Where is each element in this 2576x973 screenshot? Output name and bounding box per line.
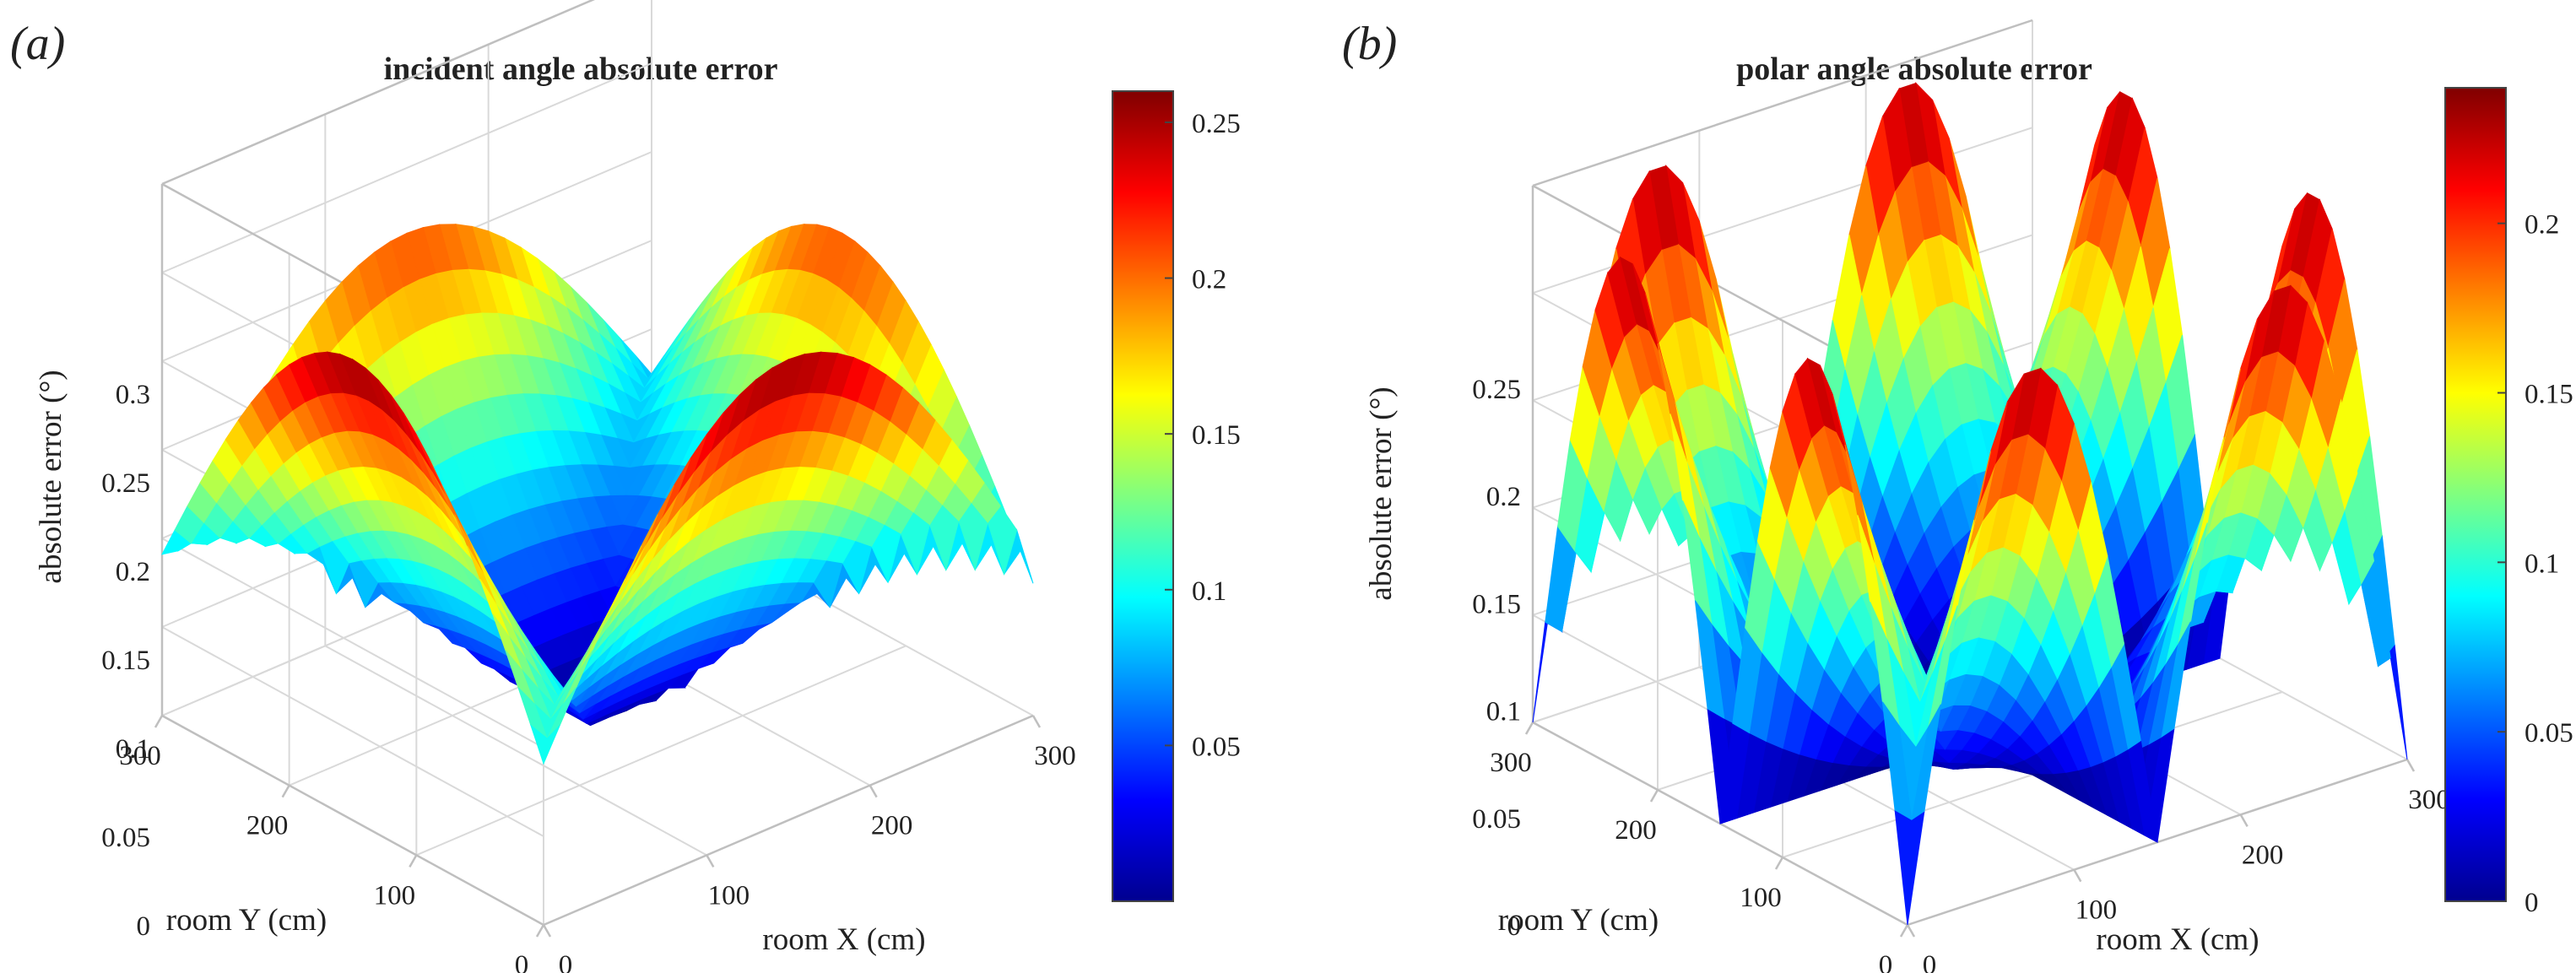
y-tick-mark [281,785,290,798]
panel-a-colorbar: 0.05 0.1 0.15 0.2 0.25 [1112,90,1241,902]
panel-b-xlabel: room X (cm) [2096,922,2259,957]
panel-b-ylabel: room Y (cm) [1498,903,1659,938]
y-tick-mark [154,715,164,728]
x-tick-mark [542,924,552,938]
y-tick-label: 0 [1879,950,1893,973]
panel-a-title: incident angle absolute error [384,51,778,87]
surface-patch [529,724,560,765]
x-tick-label: 0 [559,950,573,973]
panel-a-xlabel: room X (cm) [762,922,925,957]
y-tick-label: 100 [374,880,416,911]
y-tick-label: 300 [1490,748,1532,778]
x-tick-label: 100 [708,880,750,911]
z-tick-label: 0.3 [116,380,150,410]
x-axis-line [543,714,1034,927]
z-tick-label: 0.25 [101,468,150,499]
colorbar-gradient [2444,87,2507,902]
x-tick-label: 200 [2242,840,2284,870]
colorbar-tick-label: 0.05 [1192,732,1241,762]
y-tick-mark [1524,722,1534,735]
panel-b-surface [1532,82,2408,926]
colorbar-tick-label: 0.1 [2525,549,2559,579]
z-tick-label: 0.05 [101,823,150,853]
top-edge [1532,19,2033,187]
grid-line-z [161,0,595,185]
z-tick-label: 0.1 [116,734,150,765]
x-tick-mark [1906,924,1916,938]
y-tick-label: 100 [1740,883,1782,913]
y-tick-label: 200 [246,811,289,841]
surface-patch [1894,810,1925,926]
grid-line-y [415,645,906,857]
colorbar-tick-label: 0.2 [1192,265,1226,295]
colorbar-tick-label: 0.05 [2525,718,2573,749]
panel-b-colorbar: 0 0.05 0.1 0.15 0.2 [2444,87,2573,918]
z-tick-label: 0.15 [1472,589,1521,619]
colorbar-gradient [1112,90,1174,902]
colorbar-tick-label: 0.15 [1192,420,1241,451]
panel-b-chart: (b) polar angle absolute error 0 100 200 30… [1342,18,2573,973]
x-tick-mark [2073,869,2082,883]
colorbar-tick-label: 0.25 [1192,109,1241,139]
x-tick-label: 0 [1923,950,1937,973]
panel-b-zlabel: absolute error (°) [1364,386,1399,600]
z-tick-label: 0.25 [1472,375,1521,405]
y-tick-mark [1649,789,1659,803]
x-tick-mark [1031,715,1042,728]
x-tick-label: 300 [2408,785,2450,815]
y-tick-label: 200 [1615,815,1657,846]
panel-a-zlabel: absolute error (°) [34,370,68,583]
z-tick-label: 0.2 [1486,482,1521,512]
panel-a-label: (a) [10,18,65,70]
top-edge [161,0,596,186]
x-tick-mark [706,854,715,868]
grid-line-z [161,538,544,749]
grid-line-x [324,645,707,857]
x-tick-mark [2406,759,2416,772]
y-axis-line [161,714,544,927]
z-tick-label: 0 [1507,911,1522,942]
z-tick-label: 0.1 [1486,697,1521,727]
panel-a-axis-labels: room X (cm) room Y (cm) absolute error (… [34,370,926,957]
panel-a-chart: (a) incident angle absolute error 0 100 20… [10,0,1241,973]
panel-a-ylabel: room Y (cm) [166,903,327,938]
y-tick-label: 0 [515,950,529,973]
x-tick-label: 100 [2075,895,2118,926]
colorbar-tick-label: 0.1 [1192,576,1226,607]
x-tick-mark [869,785,878,798]
y-tick-label: 300 [119,741,161,771]
grid-line-z [161,626,544,837]
colorbar-tick-label: 0.15 [2525,380,2573,410]
z-tick-label: 0 [137,911,151,942]
x-tick-label: 300 [1034,741,1076,771]
panel-a-surface [161,224,1034,765]
y-tick-mark [1774,857,1784,870]
colorbar-tick-label: 0.2 [2525,210,2559,241]
y-tick-mark [1899,924,1909,938]
y-tick-mark [409,854,418,868]
grid-line-z [161,62,652,273]
z-tick-label: 0.05 [1472,804,1521,835]
x-tick-label: 200 [871,811,913,841]
panel-b-axis-labels: room X (cm) room Y (cm) absolute error (… [1364,386,2259,957]
x-tick-mark [2239,814,2249,827]
z-tick-label: 0.15 [101,646,150,676]
panel-b-title: polar angle absolute error [1736,51,2092,87]
panel-b-label: (b) [1342,18,1397,70]
z-tick-label: 0.2 [116,557,150,587]
y-tick-mark [535,924,545,938]
colorbar-tick-label: 0 [2525,888,2539,918]
